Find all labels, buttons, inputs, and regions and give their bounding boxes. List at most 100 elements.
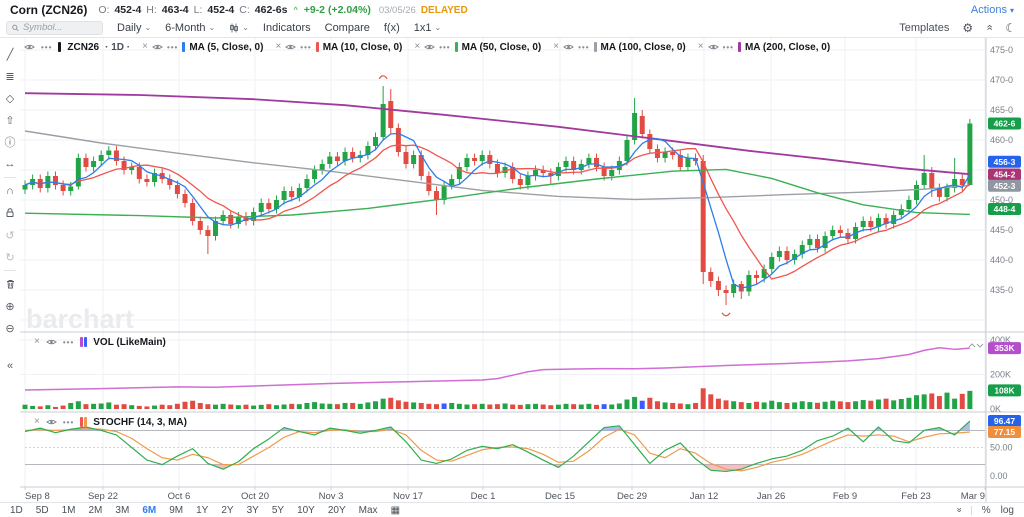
indicators-button[interactable]: Indicators: [263, 22, 311, 34]
delayed-badge: DELAYED: [420, 4, 468, 16]
eye-icon[interactable]: [707, 43, 719, 51]
close-icon[interactable]: ×: [553, 41, 560, 52]
eye-icon[interactable]: [563, 43, 574, 51]
scale-controls: « % log: [953, 504, 1014, 516]
legend-options-icon[interactable]: •••: [41, 42, 53, 52]
legend-options-icon[interactable]: •••: [722, 42, 734, 52]
open-interest-line: [24, 347, 970, 391]
calendar-icon[interactable]: ▦: [390, 504, 401, 516]
svg-text:456-3: 456-3: [994, 157, 1016, 167]
compare-button[interactable]: Compare: [325, 22, 370, 34]
legend-interval: · 1D ·: [105, 41, 131, 53]
period-menu[interactable]: Daily ⌄: [117, 22, 151, 34]
price-pane[interactable]: [22, 75, 973, 317]
legend-options-icon[interactable]: •••: [62, 337, 75, 347]
log-scale-button[interactable]: log: [1000, 504, 1014, 516]
chart-region[interactable]: barchart 475-0 470-0 465-0 460-0 450-0 445-0 44…: [20, 38, 1024, 502]
close-icon[interactable]: ×: [142, 41, 148, 52]
close-icon[interactable]: ×: [697, 41, 704, 52]
symbol-search[interactable]: [6, 20, 103, 35]
watermark: barchart: [26, 304, 134, 334]
legend-options-icon[interactable]: •••: [578, 42, 590, 52]
gear-icon[interactable]: ⚙: [962, 20, 974, 35]
range-max[interactable]: Max: [358, 504, 378, 516]
chart-type-menu[interactable]: ⌄: [229, 23, 249, 33]
range-10y[interactable]: 10Y: [297, 504, 315, 516]
symbol-title: Corn (ZCN26): [10, 3, 88, 17]
magnet-icon[interactable]: ∩: [6, 185, 14, 197]
close-value: 462-6s: [254, 4, 288, 16]
svg-text:Oct 20: Oct 20: [241, 491, 269, 502]
series-color-marker: [182, 42, 186, 52]
ma10-legend-item: × ••• MA (10, Close, 0): [275, 42, 402, 53]
eye-icon[interactable]: [24, 43, 35, 51]
timeframe-menu[interactable]: 6-Month ⌄: [165, 22, 215, 34]
collapse-rail-icon[interactable]: «: [6, 360, 14, 372]
svg-text:Sep 8: Sep 8: [25, 491, 50, 502]
stoch-pane[interactable]: [24, 420, 985, 473]
layout-menu[interactable]: 1x1 ⌄: [414, 22, 441, 34]
info-annotation-icon[interactable]: ⓘ: [4, 137, 16, 149]
legend-options-icon[interactable]: •••: [62, 417, 75, 427]
close-icon[interactable]: ×: [414, 41, 421, 52]
volume-axis[interactable]: 400K 200K 0K 353K 108K: [988, 335, 1021, 414]
eye-icon[interactable]: [46, 338, 57, 346]
trash-icon[interactable]: [0, 273, 20, 295]
trendline-icon[interactable]: ╱: [6, 48, 14, 61]
ma100-legend-item: × ••• MA (100, Close, 0): [553, 42, 685, 53]
range-6m[interactable]: 6M: [142, 504, 157, 516]
fx-button[interactable]: f(x): [384, 22, 400, 34]
volume-label: VOL (LikeMain): [93, 336, 166, 348]
range-2y[interactable]: 2Y: [221, 504, 234, 516]
time-axis[interactable]: Sep 8 Sep 22 Oct 6 Oct 20 Nov 3 Nov 17 Dec 1 De…: [25, 491, 985, 502]
range-1y[interactable]: 1Y: [196, 504, 209, 516]
search-input[interactable]: [22, 22, 97, 33]
eye-icon[interactable]: [285, 43, 297, 51]
series-color-marker: [80, 417, 88, 427]
range-5d[interactable]: 5D: [35, 504, 49, 516]
undo-icon[interactable]: ↺: [5, 229, 15, 242]
actions-menu[interactable]: Actions ▾: [971, 4, 1014, 16]
eye-icon[interactable]: [424, 43, 436, 51]
dark-mode-moon-icon[interactable]: ☾: [1005, 20, 1016, 35]
lock-icon[interactable]: [0, 202, 20, 224]
range-3y[interactable]: 3Y: [246, 504, 259, 516]
legend-options-icon[interactable]: •••: [300, 42, 312, 52]
templates-button[interactable]: Templates: [899, 22, 949, 34]
measure-icon[interactable]: ↔: [4, 158, 16, 170]
range-1m[interactable]: 1M: [61, 504, 76, 516]
redo-icon[interactable]: ↻: [5, 251, 15, 264]
collapse-down-icon[interactable]: «: [953, 507, 964, 513]
legend-options-icon[interactable]: •••: [166, 42, 179, 52]
collapse-up-icon[interactable]: «: [983, 24, 996, 31]
volume-pane[interactable]: [22, 343, 984, 409]
legend-options-icon[interactable]: •••: [439, 42, 451, 52]
range-1d[interactable]: 1D: [10, 504, 23, 516]
svg-text:448-4: 448-4: [994, 204, 1016, 214]
range-9m[interactable]: 9M: [169, 504, 184, 516]
close-icon[interactable]: ×: [275, 41, 282, 52]
shapes-icon[interactable]: ◇: [5, 92, 15, 105]
arrow-annotation-icon[interactable]: ⇧: [5, 114, 15, 127]
range-20y[interactable]: 20Y: [327, 504, 346, 516]
timeframe-label: 6-Month: [165, 21, 206, 34]
rail-divider: [4, 177, 16, 178]
close-icon[interactable]: ×: [34, 416, 40, 427]
ma50-label: MA (50, Close, 0): [461, 41, 542, 53]
zoom-in-icon[interactable]: ⊕: [5, 300, 15, 313]
rail-divider: [4, 270, 16, 271]
eye-icon[interactable]: [46, 418, 57, 426]
stoch-legend: × ••• STOCHF (14, 3, MA): [34, 416, 187, 428]
svg-text:Dec 15: Dec 15: [545, 491, 575, 502]
fibonacci-icon[interactable]: ≣: [5, 70, 15, 83]
percent-scale-button[interactable]: %: [981, 504, 991, 516]
range-3m[interactable]: 3M: [115, 504, 130, 516]
chart-canvas[interactable]: barchart 475-0 470-0 465-0 460-0 450-0 445-0 44…: [20, 38, 1024, 502]
close-icon[interactable]: ×: [34, 336, 40, 347]
range-5y[interactable]: 5Y: [271, 504, 285, 516]
zoom-out-icon[interactable]: ⊖: [5, 322, 15, 335]
range-2m[interactable]: 2M: [88, 504, 103, 516]
price-axis[interactable]: 475-0 470-0 465-0 460-0 450-0 445-0 440-0 435-0…: [988, 45, 1021, 295]
eye-icon[interactable]: [152, 43, 163, 51]
